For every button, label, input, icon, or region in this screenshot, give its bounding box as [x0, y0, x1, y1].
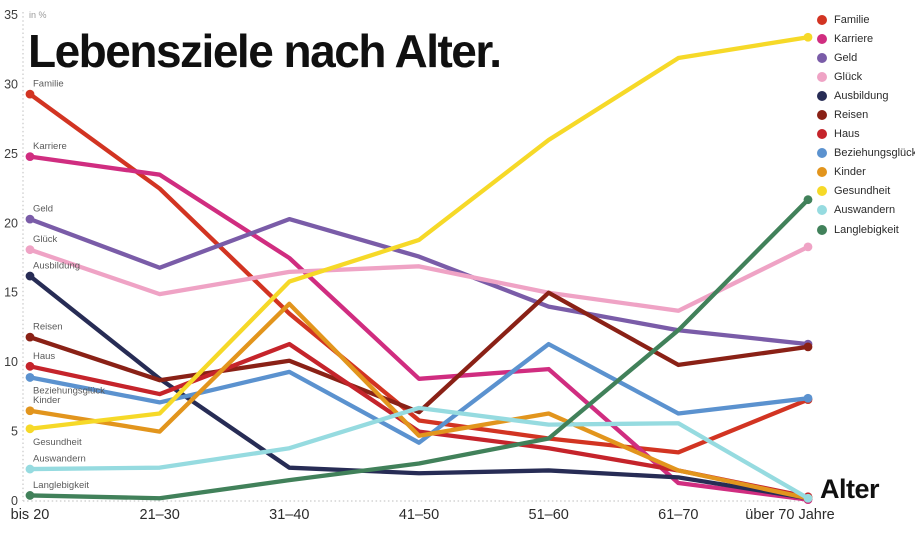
y-axis-unit-label: in %: [29, 10, 47, 20]
legend-label: Auswandern: [834, 204, 896, 217]
series-start-label-beziehungsglück: Beziehungsglück: [33, 385, 105, 396]
legend-item-reisen: Reisen: [817, 108, 915, 121]
legend-swatch-icon: [817, 129, 827, 140]
series-start-label-haus: Haus: [33, 351, 55, 362]
x-tick-label: 61–70: [658, 507, 698, 523]
legend-label: Haus: [834, 128, 860, 141]
x-tick-label: 21–30: [140, 507, 180, 523]
legend-item-gesundheit: Gesundheit: [817, 185, 915, 198]
legend-label: Familie: [834, 13, 870, 26]
series-line-familie: [27, 91, 811, 455]
series-start-label-glück: Glück: [33, 234, 58, 245]
series-start-label-familie: Familie: [33, 79, 64, 90]
series-start-label-karriere: Karriere: [33, 141, 67, 152]
series-end-dot-beziehungsglück: [803, 393, 813, 403]
series-line-kinder: [27, 301, 811, 501]
y-tick-label: 20: [4, 216, 18, 230]
series-start-label-auswandern: Auswandern: [33, 454, 86, 465]
series-start-label-gesundheit: Gesundheit: [33, 437, 82, 448]
series-start-dot-ausbildung: [25, 271, 35, 281]
legend-item-ausbildung: Ausbildung: [817, 89, 915, 102]
y-tick-label: 35: [4, 8, 18, 22]
series-start-label-reisen: Reisen: [33, 322, 63, 333]
series-line-glück: [27, 244, 811, 313]
legend-label: Beziehungsglück: [834, 147, 915, 160]
legend-label: Kinder: [834, 166, 866, 179]
series-line-beziehungsglück: [27, 341, 811, 445]
legend-swatch-icon: [817, 52, 827, 63]
series-start-dot-kinder: [25, 406, 35, 416]
series-start-dot-glück: [25, 245, 35, 255]
series-start-dot-auswandern: [25, 464, 35, 474]
y-tick-label: 5: [11, 425, 18, 439]
series-end-dot-glück: [803, 242, 813, 252]
legend-swatch-icon: [817, 33, 827, 44]
series-start-label-geld: Geld: [33, 204, 53, 215]
series-start-label-ausbildung: Ausbildung: [33, 261, 80, 272]
legend: Familie Karriere Geld Glück Ausbildung Reisen…: [817, 13, 915, 236]
legend-swatch-icon: [817, 14, 827, 25]
series-end-dot-gesundheit: [803, 32, 813, 42]
series-line-auswandern: [27, 405, 811, 501]
series-start-dot-beziehungsglück: [25, 373, 35, 382]
series-start-dot-gesundheit: [25, 424, 35, 434]
series-line-reisen: [27, 290, 811, 415]
x-tick-label: bis 20: [11, 507, 50, 523]
legend-item-karriere: Karriere: [817, 32, 915, 45]
legend-item-kinder: Kinder: [817, 166, 915, 179]
legend-swatch-icon: [817, 167, 827, 178]
legend-item-haus: Haus: [817, 128, 915, 141]
legend-item-auswandern: Auswandern: [817, 204, 915, 217]
legend-label: Glück: [834, 70, 863, 83]
legend-label: Karriere: [834, 32, 874, 45]
y-tick-label: 25: [4, 147, 18, 161]
series-start-dot-familie: [25, 89, 35, 99]
series-end-dot-auswandern: [803, 493, 813, 503]
legend-label: Gesundheit: [834, 185, 891, 198]
series-start-dot-langlebigkeit: [25, 491, 35, 500]
series-start-dot-geld: [25, 214, 35, 224]
legend-swatch-icon: [817, 205, 827, 216]
series-start-label-kinder: Kinder: [33, 395, 60, 406]
x-tick-label: 41–50: [399, 507, 439, 523]
legend-swatch-icon: [817, 186, 827, 197]
series-line-gesundheit: [27, 35, 811, 431]
legend-item-beziehungsglück: Beziehungsglück: [817, 147, 915, 160]
x-tick-label: 31–40: [269, 507, 309, 523]
legend-label: Ausbildung: [834, 89, 889, 102]
legend-item-familie: Familie: [817, 13, 915, 26]
x-axis-title: Alter: [820, 474, 880, 504]
series-end-dot-reisen: [803, 342, 813, 352]
chart-title: Lebensziele nach Alter.: [28, 25, 502, 77]
y-tick-label: 0: [11, 494, 18, 508]
legend-item-glück: Glück: [817, 70, 915, 83]
series-start-dot-karriere: [25, 152, 35, 162]
legend-item-geld: Geld: [817, 51, 915, 64]
y-tick-label: 30: [4, 77, 18, 91]
series-start-dot-reisen: [25, 332, 35, 342]
legend-item-langlebigkeit: Langlebigkeit: [817, 223, 915, 236]
x-tick-label: über 70 Jahre: [745, 507, 834, 523]
legend-label: Langlebigkeit: [834, 223, 899, 236]
series-line-langlebigkeit: [27, 197, 811, 501]
legend-swatch-icon: [817, 90, 827, 101]
legend-label: Reisen: [834, 108, 869, 121]
series-start-label-langlebigkeit: Langlebigkeit: [33, 480, 89, 491]
series-line-karriere: [27, 154, 811, 502]
y-tick-label: 10: [4, 355, 18, 369]
x-tick-label: 51–60: [529, 507, 569, 523]
y-tick-label: 15: [4, 286, 18, 300]
series-end-dot-langlebigkeit: [803, 195, 813, 205]
legend-label: Geld: [834, 51, 858, 64]
legend-swatch-icon: [817, 109, 827, 120]
legend-swatch-icon: [817, 148, 827, 159]
legend-swatch-icon: [817, 71, 827, 82]
legend-swatch-icon: [817, 224, 827, 235]
series-start-dot-haus: [25, 361, 35, 371]
